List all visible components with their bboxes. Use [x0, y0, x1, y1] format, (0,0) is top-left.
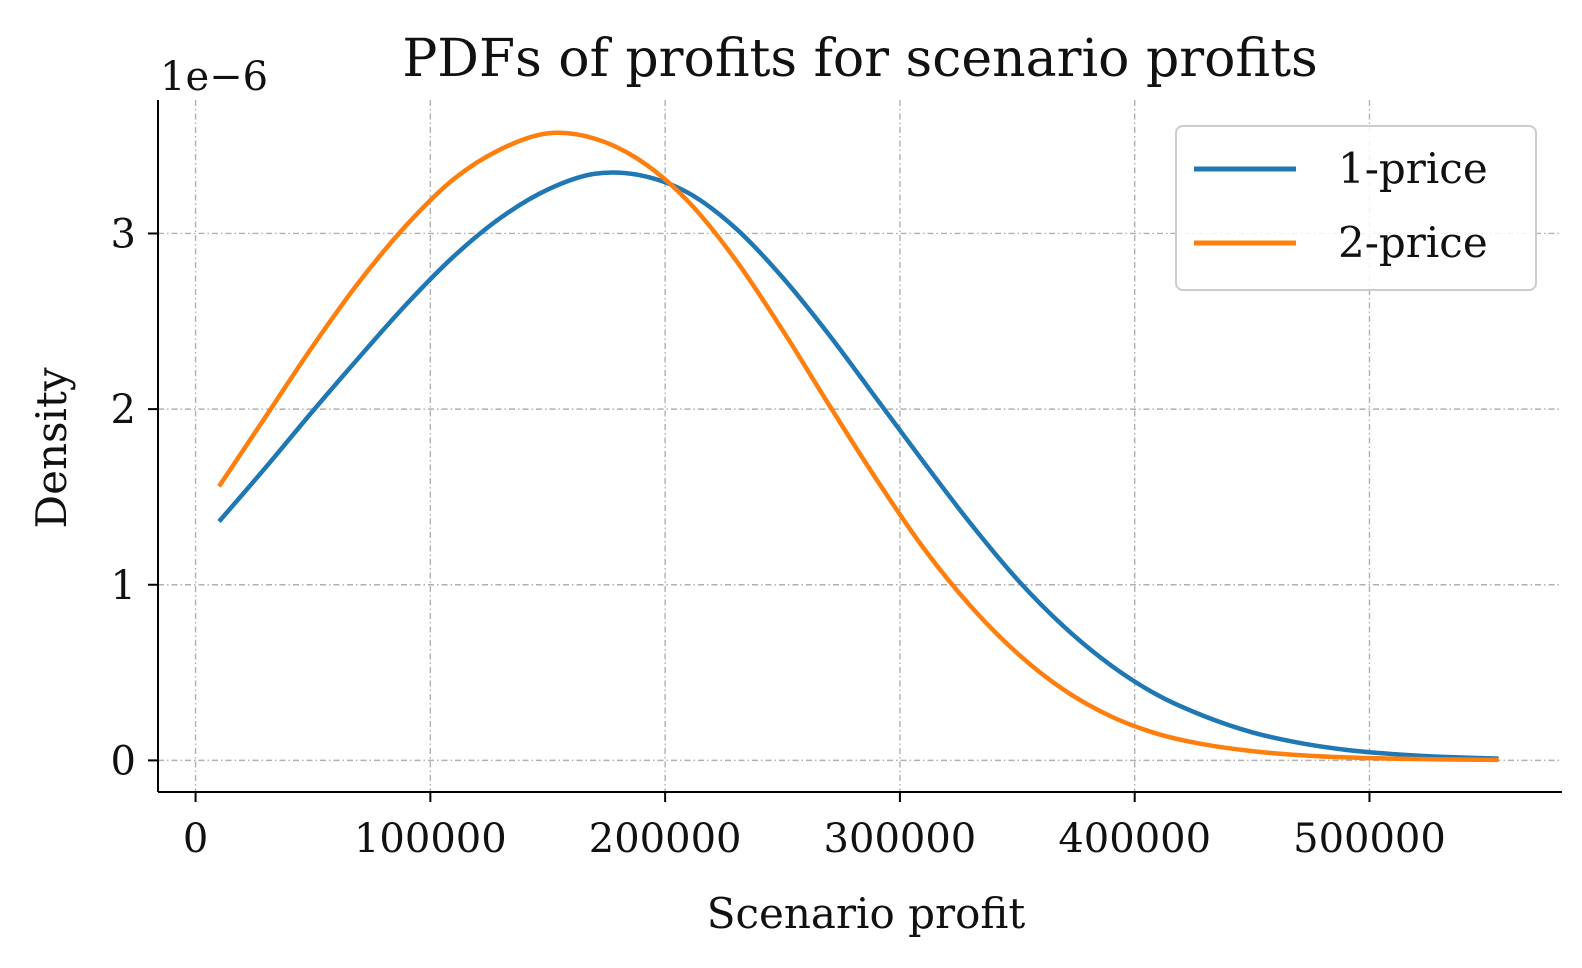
x-tick-label: 100000	[354, 816, 507, 862]
y-axis-label: Density	[27, 367, 76, 528]
series-line-1-price	[217, 170, 1499, 761]
x-tick-label: 400000	[1058, 816, 1211, 862]
chart-title: PDFs of profits for scenario profits	[402, 29, 1317, 89]
y-ticks: 0 1 2 3	[111, 211, 158, 784]
series-line-2-price	[217, 130, 1499, 763]
x-tick-label: 0	[183, 816, 208, 862]
y-offset-label: 1e−6	[160, 54, 268, 100]
x-tick-label: 500000	[1293, 816, 1446, 862]
x-axis-label: Scenario profit	[707, 889, 1026, 938]
legend: 1-price 2-price	[1175, 125, 1537, 291]
x-tick-label: 200000	[589, 816, 742, 862]
y-tick-label: 2	[111, 387, 136, 433]
series-group	[217, 130, 1499, 763]
y-tick-label: 3	[111, 211, 136, 257]
legend-label-1-price: 1-price	[1338, 144, 1488, 193]
axes	[157, 100, 1562, 793]
y-tick-label: 1	[111, 563, 136, 609]
x-ticks: 0 100000 200000 300000 400000 500000	[183, 792, 1446, 862]
y-tick-label: 0	[111, 738, 136, 784]
legend-label-2-price: 2-price	[1338, 218, 1488, 267]
x-tick-label: 300000	[824, 816, 977, 862]
